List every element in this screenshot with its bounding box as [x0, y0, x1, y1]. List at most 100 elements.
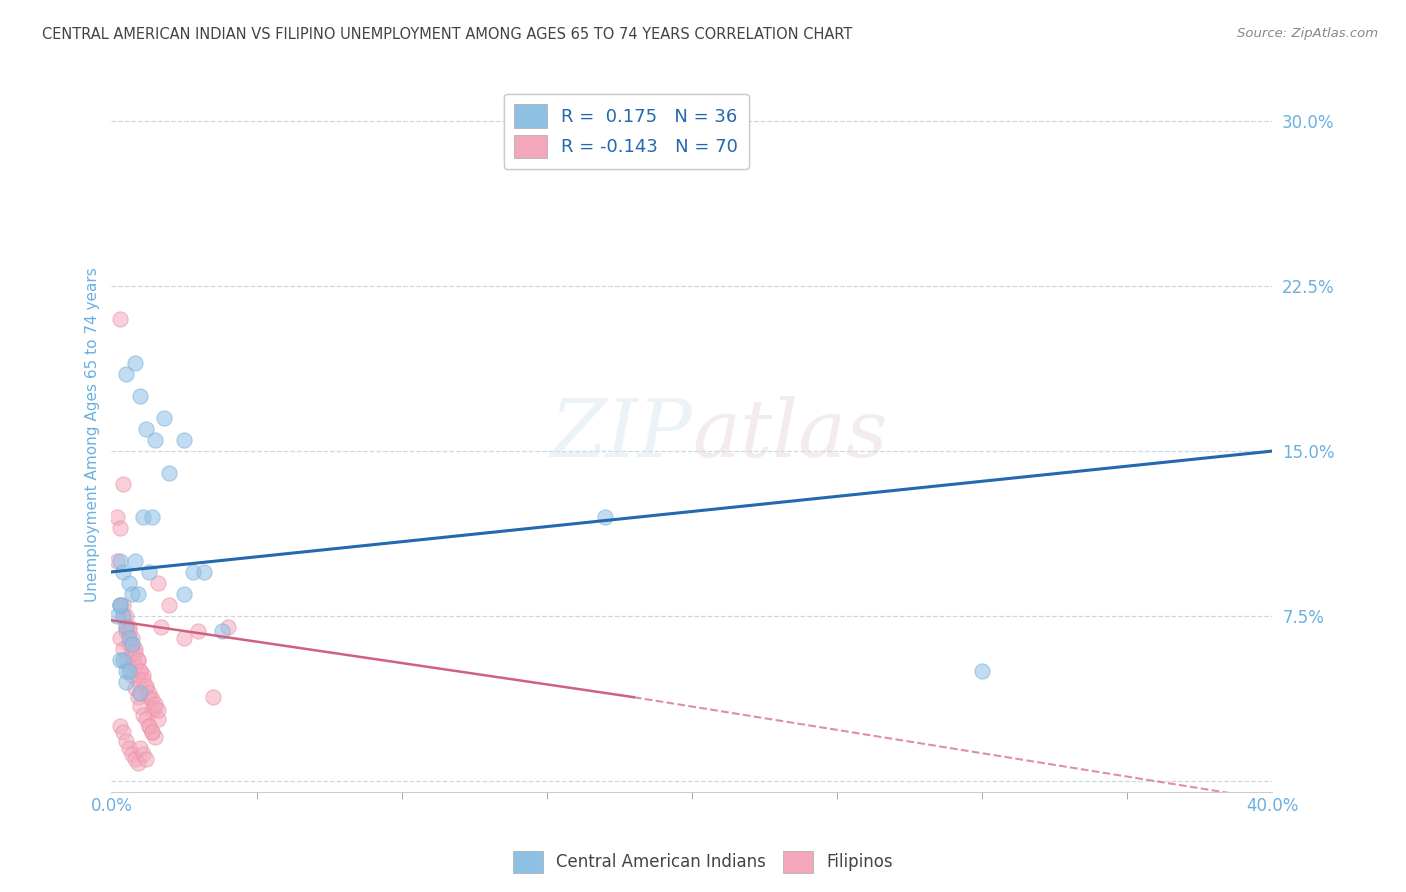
Point	[127, 653, 149, 667]
Point	[118, 740, 141, 755]
Point	[159, 466, 181, 480]
Point	[115, 674, 138, 689]
Point	[138, 565, 160, 579]
Point	[118, 620, 141, 634]
Point	[121, 646, 143, 660]
Point	[108, 521, 131, 535]
Point	[108, 312, 131, 326]
Point	[124, 356, 146, 370]
Point	[217, 620, 239, 634]
Point	[129, 686, 152, 700]
Text: atlas: atlas	[692, 396, 887, 474]
Point	[141, 510, 163, 524]
Point	[111, 608, 134, 623]
Point	[121, 637, 143, 651]
Point	[173, 433, 195, 447]
Point	[138, 690, 160, 705]
Point	[135, 712, 157, 726]
Point	[141, 692, 163, 706]
Point	[124, 554, 146, 568]
Point	[105, 554, 128, 568]
Point	[115, 734, 138, 748]
Point	[129, 664, 152, 678]
Point	[129, 686, 152, 700]
Point	[201, 690, 224, 705]
Point	[121, 631, 143, 645]
Point	[211, 624, 233, 639]
Point	[173, 587, 195, 601]
Point	[129, 740, 152, 755]
Point	[118, 664, 141, 678]
Point	[111, 598, 134, 612]
Point	[127, 690, 149, 705]
Text: Source: ZipAtlas.com: Source: ZipAtlas.com	[1237, 27, 1378, 40]
Point	[115, 624, 138, 639]
Point	[108, 598, 131, 612]
Point	[111, 565, 134, 579]
Text: CENTRAL AMERICAN INDIAN VS FILIPINO UNEMPLOYMENT AMONG AGES 65 TO 74 YEARS CORRE: CENTRAL AMERICAN INDIAN VS FILIPINO UNEM…	[42, 27, 852, 42]
Point	[132, 668, 155, 682]
Point	[115, 608, 138, 623]
Point	[127, 587, 149, 601]
Text: ZIP: ZIP	[550, 396, 692, 474]
Point	[111, 641, 134, 656]
Point	[132, 673, 155, 687]
Point	[135, 752, 157, 766]
Point	[108, 719, 131, 733]
Point	[118, 637, 141, 651]
Point	[111, 725, 134, 739]
Point	[159, 598, 181, 612]
Point	[141, 703, 163, 717]
Point	[132, 747, 155, 762]
Point	[111, 477, 134, 491]
Point	[108, 598, 131, 612]
Point	[129, 664, 152, 678]
Point	[143, 433, 166, 447]
Point	[193, 565, 215, 579]
Point	[132, 510, 155, 524]
Point	[135, 422, 157, 436]
Point	[121, 637, 143, 651]
Point	[121, 668, 143, 682]
Point	[146, 712, 169, 726]
Point	[124, 681, 146, 696]
Point	[129, 389, 152, 403]
Point	[127, 756, 149, 771]
Point	[146, 575, 169, 590]
Point	[141, 725, 163, 739]
Point	[146, 703, 169, 717]
Point	[127, 673, 149, 687]
Point	[138, 686, 160, 700]
Point	[118, 631, 141, 645]
Y-axis label: Unemployment Among Ages 65 to 74 years: Unemployment Among Ages 65 to 74 years	[86, 268, 100, 602]
Point	[152, 411, 174, 425]
Point	[173, 631, 195, 645]
Point	[108, 598, 131, 612]
Point	[187, 624, 209, 639]
Point	[121, 587, 143, 601]
Point	[143, 697, 166, 711]
Point	[593, 510, 616, 524]
Point	[129, 698, 152, 713]
Legend: Central American Indians, Filipinos: Central American Indians, Filipinos	[506, 845, 900, 880]
Point	[118, 659, 141, 673]
Point	[124, 659, 146, 673]
Point	[111, 608, 134, 623]
Legend: R =  0.175   N = 36, R = -0.143   N = 70: R = 0.175 N = 36, R = -0.143 N = 70	[503, 94, 749, 169]
Point	[108, 653, 131, 667]
Point	[118, 575, 141, 590]
Point	[149, 620, 172, 634]
Point	[115, 620, 138, 634]
Point	[115, 620, 138, 634]
Point	[115, 367, 138, 381]
Point	[143, 701, 166, 715]
Point	[124, 641, 146, 656]
Point	[124, 646, 146, 660]
Point	[121, 747, 143, 762]
Point	[135, 679, 157, 693]
Point	[135, 681, 157, 696]
Point	[132, 707, 155, 722]
Point	[108, 554, 131, 568]
Point	[108, 631, 131, 645]
Point	[972, 664, 994, 678]
